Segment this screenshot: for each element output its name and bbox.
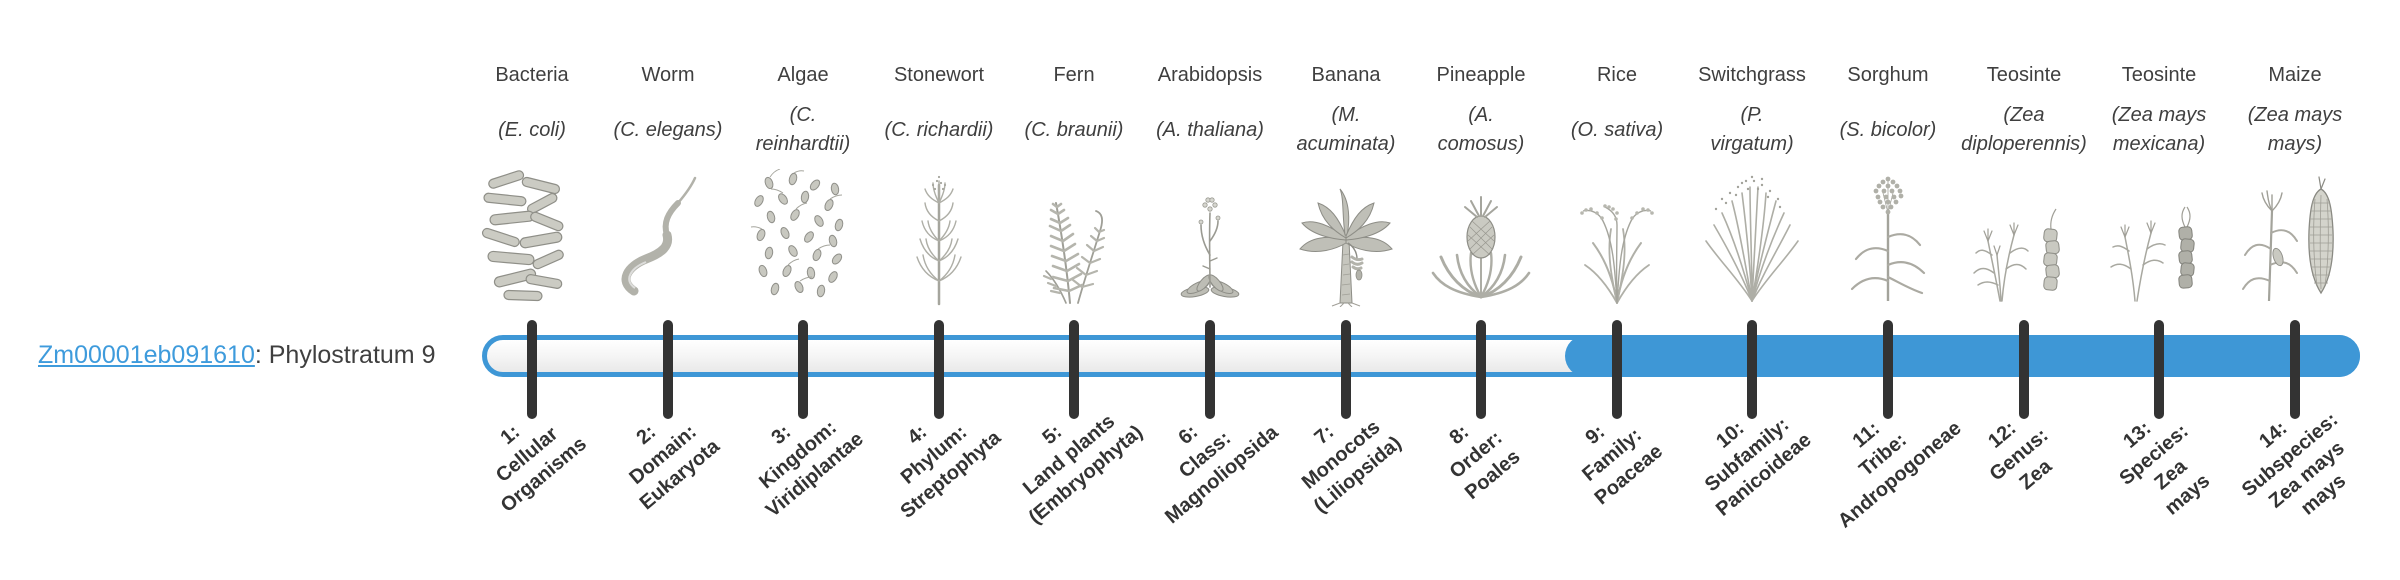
rice-illustration [1557, 169, 1677, 307]
organism-name: Sorghum [1847, 64, 1929, 86]
switchgrass-illustration [1692, 169, 1812, 307]
organism-label-pineapple: Pineapple (A. comosus) [1406, 62, 1556, 168]
organism-name: Pineapple [1436, 64, 1526, 86]
organism-species: (M. acuminata) [1296, 104, 1396, 155]
tick-mark-3 [798, 320, 808, 419]
tick-mark-8 [1476, 320, 1486, 419]
organism-name: Banana [1311, 64, 1381, 86]
organism-label-worm: Worm (C. elegans) [593, 62, 743, 168]
organism-species: (C. elegans) [613, 118, 723, 141]
organism-species: (Zea mays mays) [2247, 104, 2343, 155]
organism-label-rice: Rice (O. sativa) [1542, 62, 1692, 168]
organism-name: Rice [1596, 64, 1637, 86]
organism-species: (C. braunii) [1024, 118, 1124, 141]
teosinte-mexicana-illustration [2099, 169, 2219, 307]
gene-stratum-text: : Phylostratum 9 [254, 341, 436, 369]
sorghum-illustration [1828, 169, 1948, 307]
bacteria-illustration [472, 169, 592, 307]
gene-link[interactable]: Zm00001eb091610 [38, 341, 255, 369]
organism-name: Worm [641, 64, 695, 86]
organism-species: (E. coli) [498, 118, 566, 141]
teosinte-diploperennis-illustration [1964, 169, 2084, 307]
tick-mark-4 [934, 320, 944, 419]
organism-label-algae: Algae (C. reinhardtii) [728, 62, 878, 168]
tick-mark-11 [1883, 320, 1893, 419]
organism-label-bacteria: Bacteria (E. coli) [457, 62, 607, 168]
organism-label-banana: Banana (M. acuminata) [1271, 62, 1421, 168]
tick-mark-9 [1612, 320, 1622, 419]
organism-species: (Zea diploperennis) [1961, 104, 2087, 155]
arabidopsis-illustration [1150, 169, 1270, 307]
tick-mark-12 [2019, 320, 2029, 419]
organism-name: Teosinte [1986, 64, 2062, 86]
timeline-filled-segment [1565, 335, 2360, 377]
organism-label-arabidopsis: Arabidopsis (A. thaliana) [1135, 62, 1285, 168]
organism-name: Teosinte [2121, 64, 2197, 86]
organism-name: Stonewort [893, 64, 985, 86]
organism-species: (Zea mays mexicana) [2111, 104, 2207, 155]
algae-illustration [743, 169, 863, 307]
gene-label: Zm00001eb091610: Phylostratum 9 [38, 341, 436, 370]
organism-label-switchgrass: Switchgrass (P. virgatum) [1677, 62, 1827, 168]
organism-name: Bacteria [495, 64, 569, 86]
organism-name: Maize [2268, 64, 2322, 86]
organism-name: Algae [777, 64, 829, 86]
tick-mark-13 [2154, 320, 2164, 419]
organism-name: Switchgrass [1698, 64, 1806, 86]
organism-species: (O. sativa) [1570, 118, 1664, 141]
organism-species: (C. reinhardtii) [755, 104, 851, 155]
organism-name: Arabidopsis [1157, 64, 1263, 86]
tick-mark-6 [1205, 320, 1215, 419]
organism-species: (A. thaliana) [1156, 118, 1264, 141]
worm-illustration [608, 169, 728, 307]
organism-species: (S. bicolor) [1839, 118, 1937, 141]
tick-mark-10 [1747, 320, 1757, 419]
organism-label-maize: Maize (Zea mays mays) [2220, 62, 2370, 168]
tick-mark-5 [1069, 320, 1079, 419]
organism-species: (A. comosus) [1437, 104, 1525, 155]
tick-mark-1 [527, 320, 537, 419]
organism-species: (P. virgatum) [1710, 104, 1794, 155]
fern-illustration [1014, 169, 1134, 307]
organism-label-fern: Fern (C. braunii) [999, 62, 1149, 168]
maize-illustration [2235, 169, 2355, 307]
organism-label-teosinte-diploperennis: Teosinte (Zea diploperennis) [1949, 62, 2099, 168]
tick-mark-7 [1341, 320, 1351, 419]
organism-label-teosinte-mexicana: Teosinte (Zea mays mexicana) [2084, 62, 2234, 168]
organism-name: Fern [1053, 64, 1095, 86]
tick-mark-2 [663, 320, 673, 419]
banana-illustration [1286, 169, 1406, 307]
organism-label-sorghum: Sorghum (S. bicolor) [1813, 62, 1963, 168]
organism-label-stonewort: Stonewort (C. richardii) [864, 62, 1014, 168]
organism-species: (C. richardii) [884, 118, 994, 141]
pineapple-illustration [1421, 169, 1541, 307]
stonewort-illustration [879, 169, 999, 307]
tick-mark-14 [2290, 320, 2300, 419]
